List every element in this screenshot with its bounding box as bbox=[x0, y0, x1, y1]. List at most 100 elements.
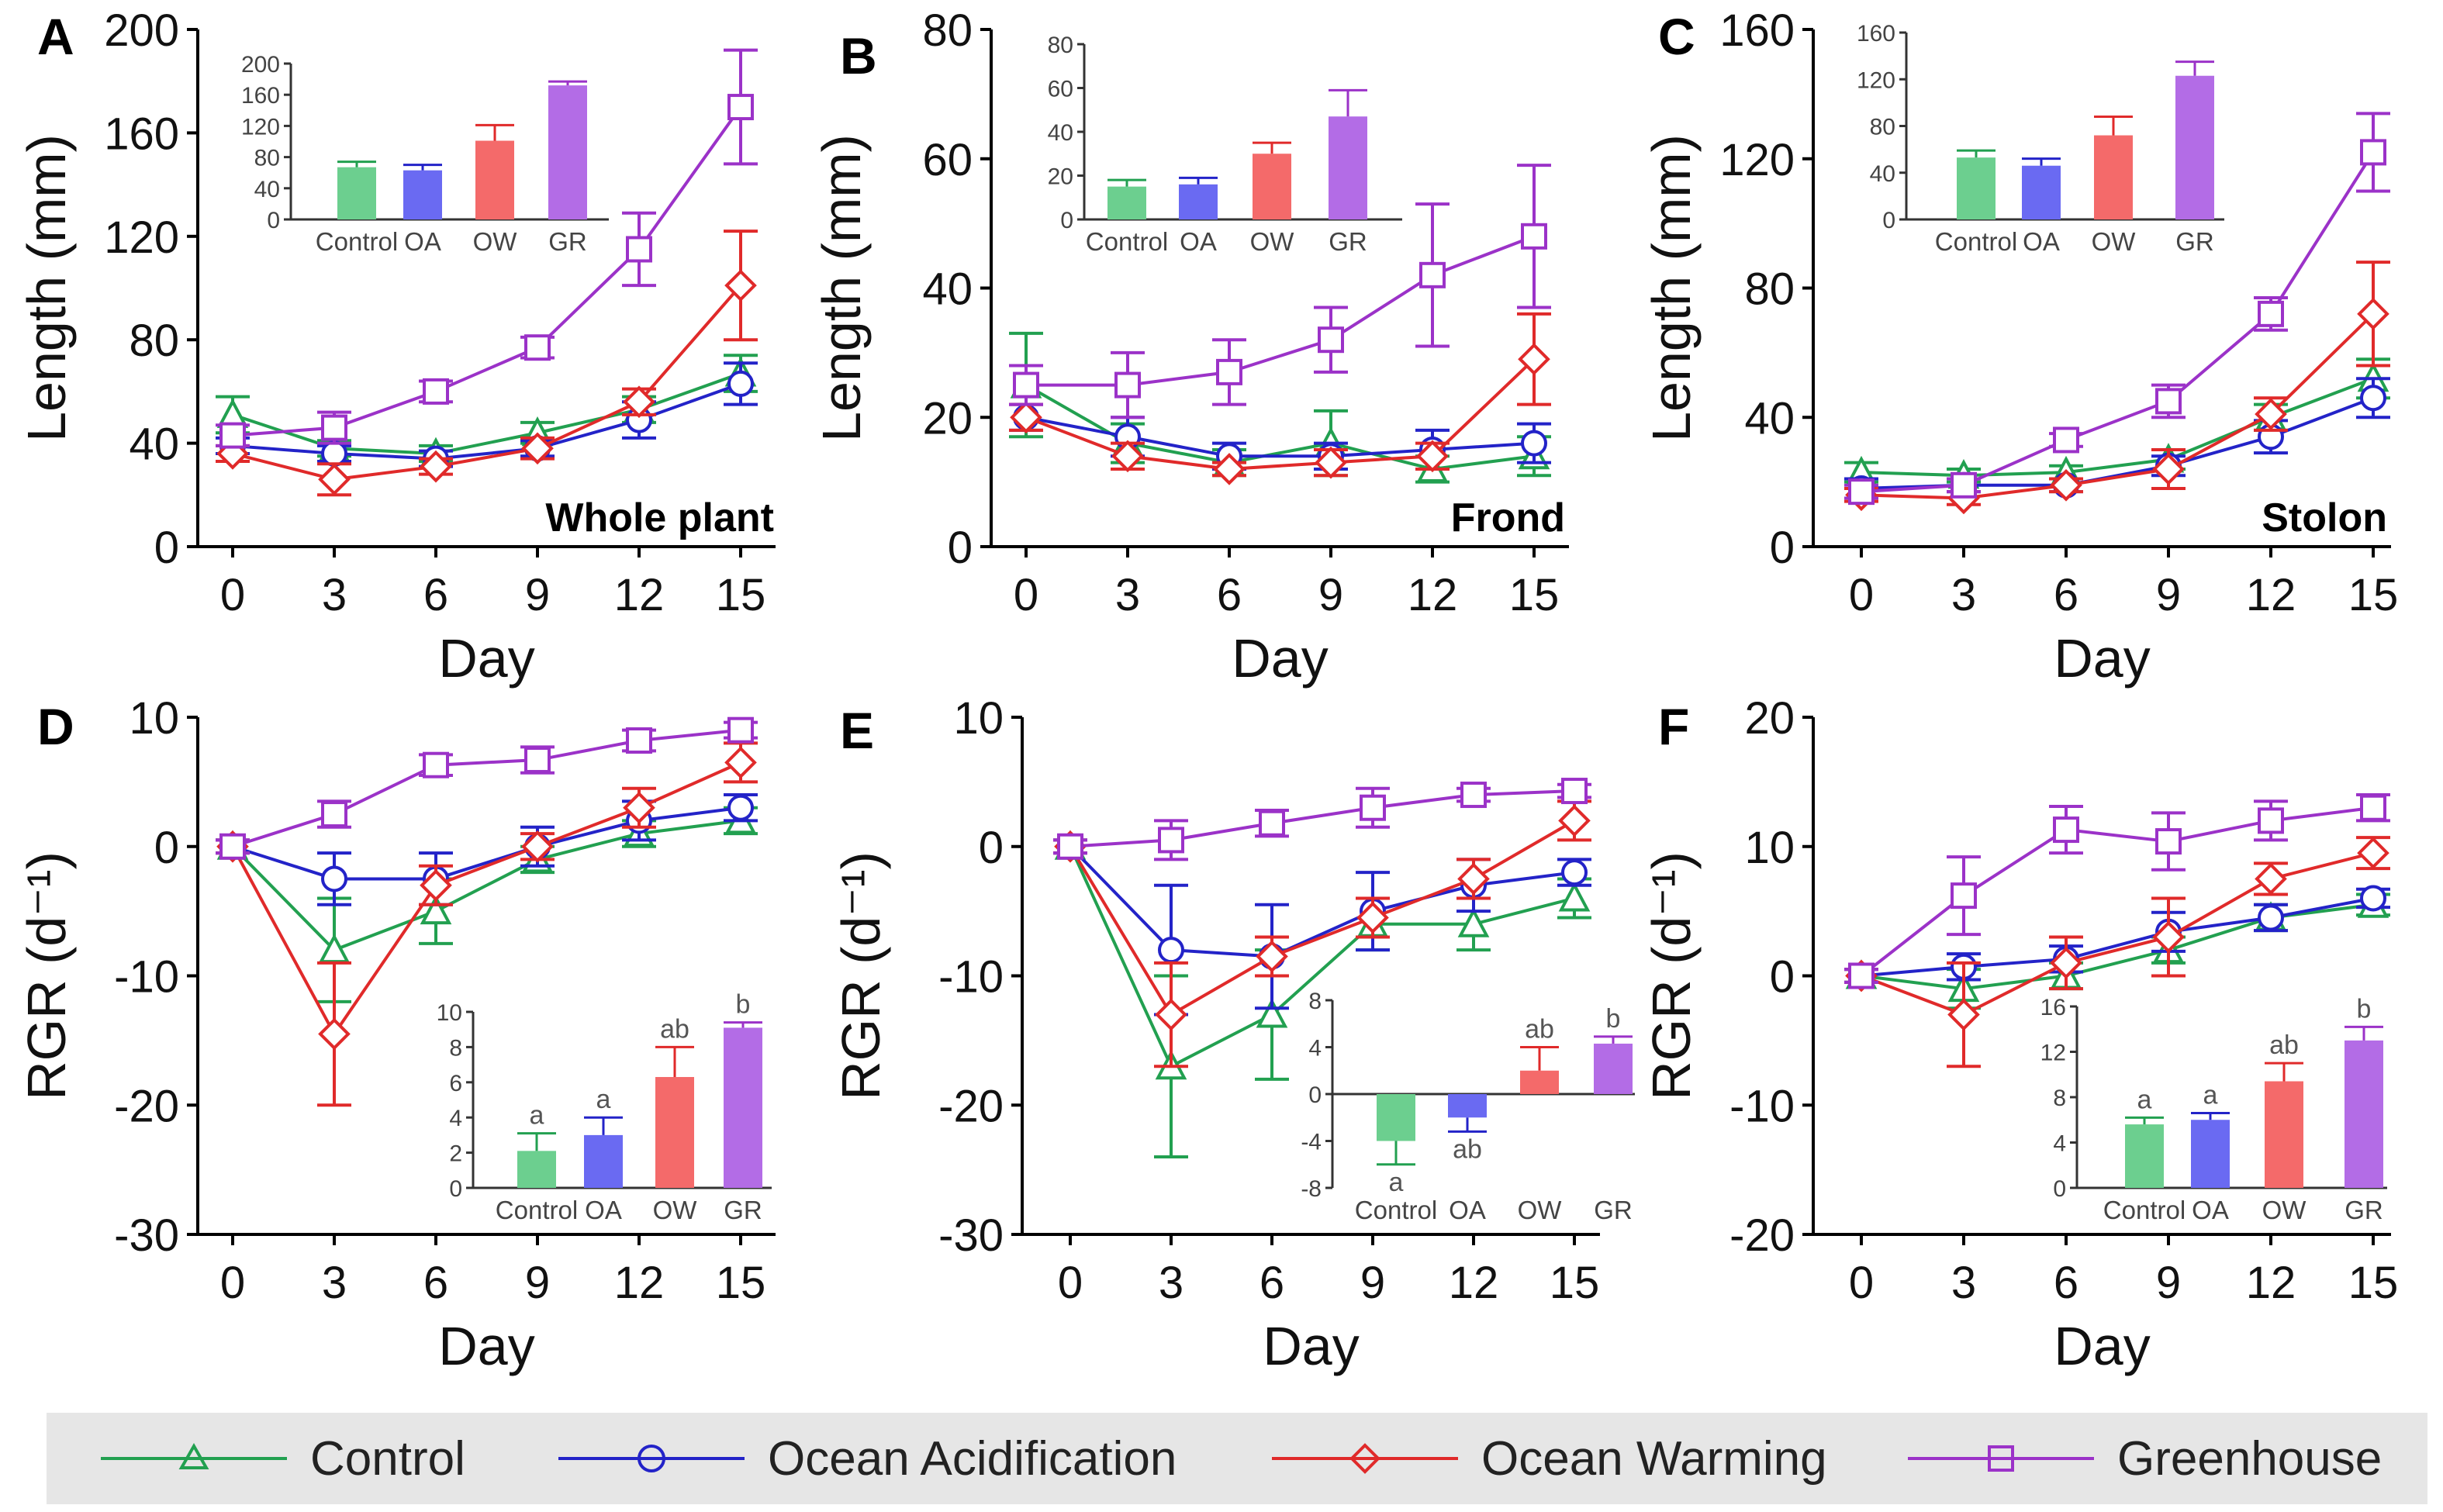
marker-triangle bbox=[1558, 882, 1591, 912]
inset-y-tick-label: 80 bbox=[1870, 115, 1895, 140]
series-line bbox=[1025, 416, 1535, 458]
inset-y-tick-label: 2 bbox=[449, 1141, 462, 1167]
marker-square bbox=[2258, 300, 2284, 327]
inset-bar bbox=[1179, 184, 1218, 219]
y-tick-label: 0 bbox=[1770, 952, 1795, 1003]
marker-diamond bbox=[1356, 901, 1389, 934]
marker-square bbox=[2155, 388, 2182, 415]
series-greenhouse bbox=[1053, 778, 1591, 861]
series-line bbox=[1861, 896, 2374, 978]
panel-letter: D bbox=[37, 698, 74, 755]
inset-category-label: Control bbox=[496, 1196, 578, 1224]
y-tick-label: 160 bbox=[104, 109, 179, 159]
x-tick-label: 9 bbox=[1318, 570, 1343, 620]
legend-marker-square-icon bbox=[1908, 1445, 2094, 1472]
x-tick-label: 6 bbox=[2054, 1258, 2078, 1308]
marker-square bbox=[423, 378, 449, 405]
marker-circle bbox=[2258, 904, 2284, 931]
marker-triangle bbox=[420, 894, 452, 925]
inset-category-label: OA bbox=[2023, 227, 2060, 256]
marker-square bbox=[1419, 261, 1446, 288]
x-axis-title: Day bbox=[438, 1316, 534, 1376]
inset-bar bbox=[1253, 154, 1291, 219]
series-line bbox=[232, 728, 741, 848]
y-axis-title: Length (mm) bbox=[811, 134, 872, 442]
inset-y-tick-label: 60 bbox=[1048, 77, 1073, 102]
inset-bar-chart: 0 20 40 60 80 Control OA OW GR bbox=[1048, 33, 1402, 256]
inset-bar bbox=[2265, 1081, 2303, 1188]
y-tick-label: -10 bbox=[1729, 1081, 1795, 1131]
significance-letter: ab bbox=[1453, 1134, 1482, 1164]
marker-circle bbox=[1158, 937, 1184, 964]
x-tick-label: 0 bbox=[1849, 1258, 1874, 1308]
marker-diamond bbox=[318, 463, 351, 496]
x-tick-label: 0 bbox=[1014, 570, 1038, 620]
x-tick-label: 12 bbox=[1449, 1258, 1499, 1308]
inset-category-label: GR bbox=[724, 1196, 762, 1224]
marker-square bbox=[1158, 827, 1184, 854]
marker-diamond bbox=[1010, 401, 1042, 434]
inset-category-label: OW bbox=[653, 1196, 698, 1224]
series-ocean-warming bbox=[216, 741, 758, 1107]
x-tick-label: 15 bbox=[716, 1258, 766, 1308]
series-line bbox=[1861, 851, 2374, 1017]
inset-category-label: GR bbox=[548, 227, 587, 256]
legend-marker-circle-icon bbox=[558, 1445, 745, 1472]
marker-circle bbox=[727, 794, 754, 821]
series-line bbox=[232, 382, 741, 461]
y-tick-label: -20 bbox=[1729, 1210, 1795, 1261]
y-tick-label: 10 bbox=[1744, 823, 1795, 873]
inset-y-tick-label: 0 bbox=[1882, 208, 1895, 233]
marker-diamond bbox=[2357, 298, 2389, 330]
x-tick-label: 3 bbox=[1159, 1258, 1183, 1308]
marker-square bbox=[1848, 478, 1875, 506]
inset-category-label: GR bbox=[1329, 227, 1367, 256]
inset-category-label: OA bbox=[1180, 227, 1217, 256]
panel-letter: B bbox=[840, 27, 877, 85]
inset-y-tick-label: 6 bbox=[449, 1071, 462, 1096]
inset-bar-chart: 0 40 80 120 160 Control OA OW GR bbox=[1857, 21, 2224, 256]
x-axis-title: Day bbox=[1232, 628, 1328, 689]
significance-letter: b bbox=[1606, 1004, 1621, 1034]
inset-category-label: OW bbox=[2092, 227, 2137, 256]
y-tick-label: 200 bbox=[104, 5, 179, 56]
inset-category-label: GR bbox=[2175, 227, 2214, 256]
marker-square bbox=[727, 94, 754, 121]
marker-square bbox=[423, 751, 449, 778]
inset-y-tick-label: 8 bbox=[1308, 989, 1322, 1014]
inset-bar bbox=[1329, 116, 1367, 219]
marker-circle bbox=[321, 865, 347, 892]
marker-square bbox=[1318, 326, 1344, 354]
inset-bar-chart: 0 40 80 120 160 200 Control OA OW GR bbox=[241, 52, 609, 256]
marker-square bbox=[626, 727, 652, 754]
y-axis-title: RGR (d⁻¹) bbox=[1641, 851, 1702, 1100]
significance-letter: a bbox=[596, 1085, 611, 1114]
inset-bar bbox=[403, 170, 442, 219]
inset-bar bbox=[2094, 135, 2133, 219]
inset-y-tick-label: 8 bbox=[2053, 1086, 2066, 1111]
y-tick-label: 0 bbox=[979, 823, 1004, 873]
inset-y-tick-label: 0 bbox=[2053, 1176, 2066, 1202]
x-axis-title: Day bbox=[2054, 1316, 2150, 1376]
inset-bar bbox=[584, 1134, 623, 1188]
marker-circle bbox=[2360, 385, 2386, 412]
x-tick-label: 15 bbox=[2348, 570, 2399, 620]
series-line bbox=[232, 284, 742, 482]
inset-bar-chart: 0 4 8 12 16 a Control a OA ab OW b GR bbox=[2040, 994, 2387, 1224]
y-tick-label: -10 bbox=[114, 952, 179, 1003]
marker-diamond bbox=[521, 830, 554, 863]
marker-square bbox=[1057, 833, 1083, 860]
x-axis-title: Day bbox=[2054, 628, 2150, 689]
marker-triangle bbox=[1256, 998, 1288, 1028]
marker-diamond bbox=[1155, 998, 1187, 1031]
panel-label: Frond bbox=[1451, 495, 1565, 540]
series-greenhouse bbox=[216, 48, 758, 449]
inset-bar bbox=[2191, 1120, 2230, 1188]
marker-diamond bbox=[1213, 453, 1246, 485]
marker-square bbox=[321, 414, 347, 441]
y-tick-label: 40 bbox=[922, 264, 973, 315]
inset-y-tick-label: 4 bbox=[449, 1106, 462, 1131]
inset-y-tick-label: 120 bbox=[241, 114, 280, 140]
series-control bbox=[216, 804, 758, 1003]
